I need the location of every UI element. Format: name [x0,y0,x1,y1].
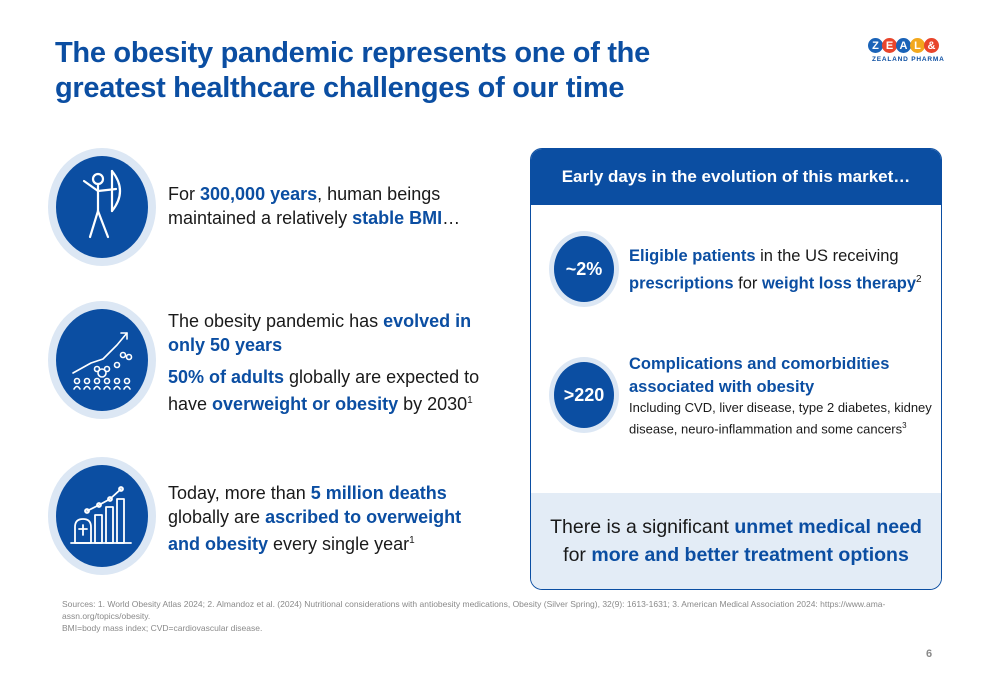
stat-description: Complications and comorbidities associat… [629,355,932,437]
logo-subtitle: ZEALAND PHARMA [872,56,945,63]
logo-letter: A [896,38,911,53]
logo-letters: Z E A L & [868,38,948,53]
panel-header: Early days in the evolution of this mark… [531,149,941,205]
unmet-need-callout: There is a significant unmet medical nee… [531,493,941,589]
stat-value: ~2% [554,236,614,302]
pandemic-text: The obesity pandemic has evolved in only… [168,311,480,414]
stat-description: Eligible patients in the US receiving pr… [629,247,922,293]
deaths-text: Today, more than 5 million deaths global… [168,483,462,554]
market-evolution-panel: Early days in the evolution of this mark… [530,148,942,590]
logo-letter: E [882,38,897,53]
history-text: For 300,000 years, human beings maintain… [168,184,461,228]
page-title: The obesity pandemic represents one of t… [55,37,650,104]
archer-figure-icon [56,156,148,258]
logo-letter: & [924,38,939,53]
zealand-pharma-logo: Z E A L & ZEALAND PHARMA [868,38,948,78]
sources-footnote: Sources: 1. World Obesity Atlas 2024; 2.… [62,599,886,633]
logo-letter: Z [868,38,883,53]
page-number: 6 [926,648,933,660]
stat-value: >220 [554,362,614,428]
gravestone-bar-chart-icon [56,465,148,567]
logo-letter: L [910,38,925,53]
growing-population-chart-icon [56,309,148,411]
